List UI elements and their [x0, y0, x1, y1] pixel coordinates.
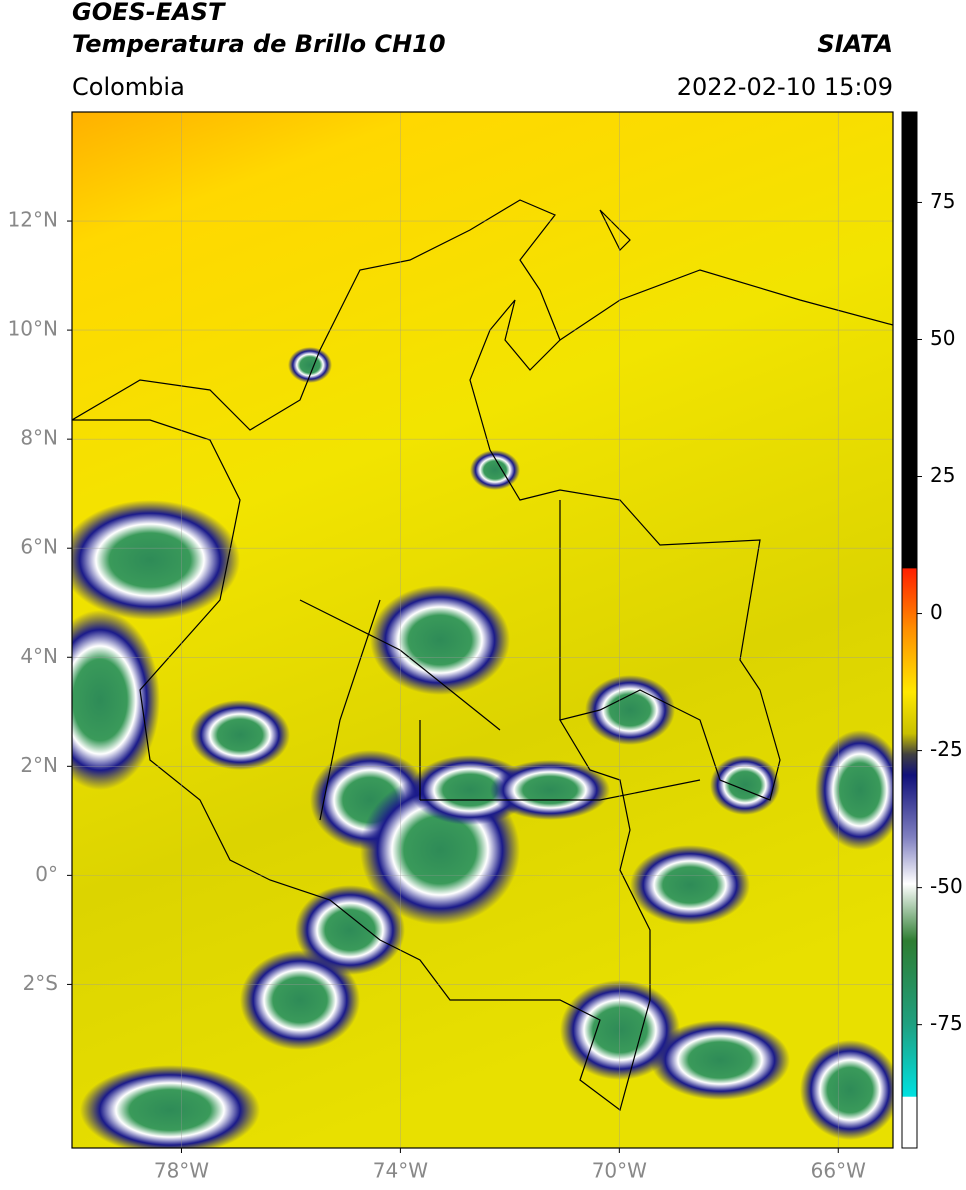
x-tick-label: 66°W	[811, 1159, 866, 1183]
borders	[72, 199, 893, 1112]
y-tick-label: 4°N	[20, 644, 58, 668]
subtitle: Temperatura de Brillo CH10	[72, 30, 446, 58]
colorbar-tick-label: 50	[930, 326, 955, 350]
colorbar-tick-label: 75	[930, 189, 955, 213]
y-tick-label: 0°	[35, 862, 58, 886]
grid	[72, 112, 893, 1148]
y-tick-label: 12°N	[8, 208, 58, 232]
colorbar-tick-label: -75	[930, 1011, 963, 1035]
source: SIATA	[817, 30, 893, 58]
imagery	[72, 112, 893, 1148]
y-tick-label: 6°N	[20, 535, 58, 559]
x-tick-label: 74°W	[373, 1159, 428, 1183]
y-tick-label: 8°N	[20, 426, 58, 450]
clouds	[72, 347, 893, 1148]
x-tick-label: 78°W	[154, 1159, 209, 1183]
y-tick-label: 2°S	[23, 971, 58, 995]
colorbar-tick-label: -25	[930, 737, 963, 761]
colorbar	[901, 111, 918, 1149]
colorbar-tick-label: 25	[930, 463, 955, 487]
y-tick-label: 10°N	[8, 317, 58, 341]
datetime: 2022-02-10 15:09	[677, 73, 893, 101]
y-tick-label: 2°N	[20, 753, 58, 777]
colorbar-tick-label: -50	[930, 874, 963, 898]
region: Colombia	[72, 73, 185, 101]
title: GOES-EAST	[72, 0, 226, 26]
x-tick-label: 70°W	[592, 1159, 647, 1183]
map-frame	[71, 111, 894, 1149]
colorbar-tick-label: 0	[930, 600, 943, 624]
